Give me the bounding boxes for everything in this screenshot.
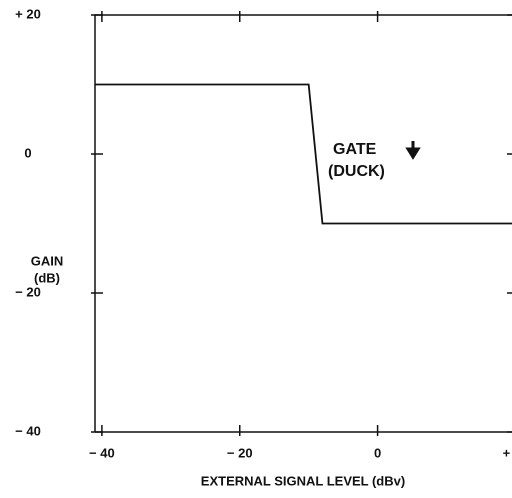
- annotation: GATE: [333, 141, 377, 158]
- y-tick-label: 0: [24, 145, 31, 160]
- y-tick-label: − 20: [15, 284, 41, 299]
- x-tick-label: − 20: [227, 445, 253, 460]
- x-tick-label: + 20: [503, 445, 512, 460]
- y-tick-label: + 20: [15, 6, 41, 21]
- x-tick-label: − 40: [89, 445, 115, 460]
- x-tick-label: 0: [374, 445, 381, 460]
- y-axis-label: GAIN: [31, 253, 64, 268]
- line: [95, 83, 512, 225]
- annotation: (DUCK): [328, 163, 385, 180]
- x-axis-label: EXTERNAL SIGNAL LEVEL (dBv): [201, 473, 405, 488]
- arrow: [405, 141, 421, 160]
- y-axis-label: (dB): [34, 270, 60, 285]
- y-tick-label: − 40: [15, 423, 41, 438]
